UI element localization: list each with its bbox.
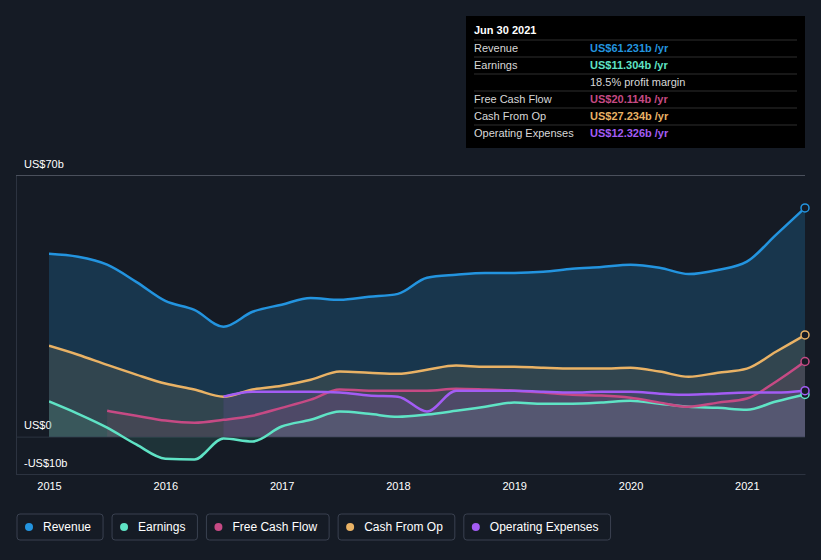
x-tick: 2021 — [735, 474, 759, 492]
tooltip: Jun 30 2021 Revenue US$61.231b /yr Earnings… — [466, 16, 805, 148]
series-line — [49, 208, 805, 327]
tooltip-separator — [474, 40, 797, 41]
legend-item[interactable]: Cash From Op — [338, 514, 455, 540]
tooltip-label: Cash From Op — [474, 110, 546, 122]
legend-button[interactable] — [206, 514, 329, 540]
end-marker — [801, 358, 809, 366]
legend-label: Revenue — [43, 520, 91, 534]
x-tick: 2017 — [270, 474, 294, 492]
background — [0, 0, 821, 560]
series-area — [223, 391, 805, 437]
y-tick-label: US$70b — [24, 158, 64, 170]
legend-swatch — [214, 523, 222, 531]
x-tick-label: 2017 — [270, 480, 294, 492]
x-tick: 2019 — [502, 474, 526, 492]
legend-button[interactable] — [112, 514, 197, 540]
tooltip-value: US$27.234b /yr — [590, 110, 669, 122]
legend-item[interactable]: Revenue — [17, 514, 103, 540]
tooltip-box — [466, 16, 805, 148]
x-axis: 2015 2016 2017 2018 2019 2020 2021 — [37, 474, 805, 492]
legend-swatch — [346, 523, 354, 531]
legend-swatch — [25, 523, 33, 531]
y-tick-label: US$0 — [24, 419, 52, 431]
legend-swatch — [120, 523, 128, 531]
x-tick: 2018 — [386, 474, 410, 492]
tooltip-separator — [474, 108, 797, 109]
legend-item[interactable]: Free Cash Flow — [206, 514, 329, 540]
legend-label: Cash From Op — [364, 520, 443, 534]
tooltip-label: Revenue — [474, 42, 518, 54]
tooltip-value: US$11.304b /yr — [590, 59, 668, 71]
tooltip-label: Free Cash Flow — [474, 93, 552, 105]
x-tick-label: 2021 — [735, 480, 759, 492]
tooltip-value: US$20.114b /yr — [590, 93, 668, 105]
tooltip-value: US$12.326b /yr — [590, 127, 669, 139]
legend-button[interactable] — [17, 514, 103, 540]
chart: US$70b US$0 -US$10b 2015 2016 2017 2018 2019 202… — [0, 0, 821, 560]
series-line — [223, 391, 805, 412]
x-tick-label: 2019 — [502, 480, 526, 492]
legend: Revenue Earnings Free Cash Flow Cash From O… — [17, 514, 611, 540]
end-marker — [801, 204, 809, 212]
tooltip-title: Jun 30 2021 — [474, 24, 536, 36]
series-line — [49, 394, 805, 459]
x-tick: 2020 — [619, 474, 643, 492]
series-area — [49, 335, 805, 437]
tooltip-label: Operating Expenses — [474, 127, 574, 139]
x-tick-label: 2018 — [386, 480, 410, 492]
series-area — [49, 208, 805, 437]
x-tick-label: 2020 — [619, 480, 643, 492]
x-tick: 2016 — [154, 474, 178, 492]
tooltip-value: US$61.231b /yr — [590, 42, 669, 54]
tooltip-separator — [474, 125, 797, 126]
x-axis-line — [50, 474, 806, 475]
tooltip-separator — [474, 57, 797, 58]
tooltip-separator — [474, 91, 797, 92]
tooltip-label: Earnings — [474, 59, 518, 71]
legend-label: Free Cash Flow — [232, 520, 317, 534]
y-tick: -US$10b — [16, 457, 805, 475]
plot-area — [49, 208, 805, 460]
series-line — [107, 362, 805, 423]
legend-swatch — [472, 523, 480, 531]
end-marker — [801, 331, 809, 339]
legend-button[interactable] — [338, 514, 455, 540]
y-tick-label: -US$10b — [24, 457, 67, 469]
legend-button[interactable] — [464, 514, 611, 540]
x-tick-label: 2016 — [154, 480, 178, 492]
legend-label: Operating Expenses — [490, 520, 599, 534]
x-tick: 2015 — [37, 474, 61, 492]
tooltip-separator — [474, 74, 797, 75]
end-marker — [801, 387, 809, 395]
tooltip-value: 18.5% profit margin — [590, 76, 685, 88]
y-axis-line — [16, 176, 17, 475]
legend-label: Earnings — [138, 520, 185, 534]
grid-line — [16, 175, 805, 176]
y-tick: US$70b — [16, 158, 805, 176]
grid-line — [16, 474, 805, 475]
series-line — [49, 335, 805, 397]
legend-item[interactable]: Earnings — [112, 514, 197, 540]
legend-item[interactable]: Operating Expenses — [464, 514, 611, 540]
y-axis: US$70b US$0 -US$10b — [16, 158, 805, 475]
x-tick-label: 2015 — [37, 480, 61, 492]
